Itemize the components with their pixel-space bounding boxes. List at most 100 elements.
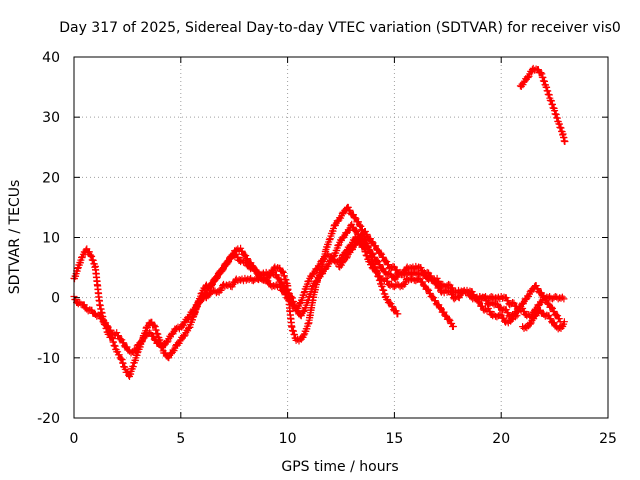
data-point (384, 296, 392, 303)
data-point (449, 284, 456, 292)
data-point (513, 302, 521, 310)
data-point (437, 304, 444, 312)
x-tick-label: 25 (599, 431, 617, 447)
y-tick-label: -20 (37, 411, 60, 427)
x-axis-label: GPS time / hours (281, 459, 398, 475)
data-point (475, 298, 483, 306)
x-tick-label: 15 (385, 431, 403, 447)
x-tick-label: 20 (492, 431, 510, 447)
data-point (504, 309, 512, 317)
data-point (374, 258, 382, 266)
data-point (232, 250, 240, 258)
data-point (436, 284, 444, 292)
data-point (550, 308, 558, 315)
y-tick-label: 30 (42, 110, 60, 126)
data-point (376, 272, 384, 280)
data-point (351, 226, 359, 234)
data-point (273, 271, 280, 279)
data-point (381, 256, 389, 264)
data-point (431, 277, 439, 285)
data-point (282, 291, 290, 299)
data-point (150, 335, 158, 343)
data-point (373, 256, 380, 264)
data-point (432, 280, 440, 288)
data-point (537, 289, 545, 297)
y-tick-label: 0 (51, 291, 60, 307)
data-points (70, 64, 569, 380)
data-point (368, 238, 376, 246)
series-6 (516, 64, 569, 145)
data-point (470, 291, 478, 299)
data-point (426, 290, 434, 297)
data-point (468, 288, 476, 296)
data-point (534, 285, 542, 293)
data-point (98, 315, 106, 323)
data-point (389, 303, 397, 311)
data-point (102, 319, 110, 327)
data-point (86, 251, 94, 259)
data-point (300, 308, 308, 315)
axis-ticks: 0 5 10 15 20 25 -20 -10 0 10 20 30 40 (37, 50, 617, 447)
data-point (430, 294, 438, 302)
y-tick-label: -10 (37, 351, 60, 367)
data-point (279, 286, 286, 294)
data-point (367, 261, 375, 269)
data-point (85, 248, 93, 256)
data-point (560, 318, 568, 326)
data-point (150, 332, 157, 340)
data-point (379, 253, 387, 261)
data-point (420, 268, 428, 276)
series-3 (190, 233, 457, 330)
data-point (422, 271, 430, 279)
data-point (328, 253, 336, 261)
data-point (486, 308, 494, 315)
grid (74, 57, 608, 418)
data-point (500, 314, 508, 322)
data-point (547, 315, 555, 323)
data-point (361, 228, 369, 235)
data-point (548, 303, 556, 311)
data-point (348, 220, 356, 228)
data-point (115, 351, 123, 359)
data-point (446, 317, 454, 324)
data-point (346, 206, 354, 214)
data-point (478, 302, 486, 310)
data-point (116, 335, 124, 343)
data-point (80, 301, 88, 309)
data-point (560, 295, 568, 303)
y-tick-label: 40 (42, 50, 60, 66)
data-point (180, 332, 188, 340)
data-point (253, 267, 261, 275)
data-point (552, 311, 560, 318)
data-point (275, 280, 283, 288)
data-point (532, 282, 540, 290)
data-point (378, 250, 386, 258)
data-point (555, 315, 563, 323)
data-point (554, 312, 562, 320)
data-point (550, 319, 558, 327)
y-tick-label: 10 (42, 231, 60, 247)
data-point (440, 308, 448, 316)
x-tick-label: 5 (176, 431, 185, 447)
data-point (383, 258, 391, 266)
data-point (300, 331, 308, 339)
data-point (238, 247, 246, 255)
data-point (355, 221, 363, 229)
data-point (502, 306, 510, 314)
data-point (242, 252, 250, 260)
data-point (313, 278, 321, 286)
data-point (74, 265, 82, 272)
data-point (373, 268, 380, 276)
data-point (376, 261, 384, 269)
data-point (445, 315, 453, 323)
data-point (287, 298, 295, 306)
data-point (373, 245, 380, 253)
data-point (394, 310, 402, 318)
data-point (382, 274, 390, 282)
data-point (435, 301, 443, 309)
data-point (114, 332, 122, 340)
y-axis-label: SDTVAR / TECUs (7, 180, 23, 295)
data-point (392, 307, 400, 315)
data-point (431, 297, 439, 305)
data-point (255, 271, 263, 279)
